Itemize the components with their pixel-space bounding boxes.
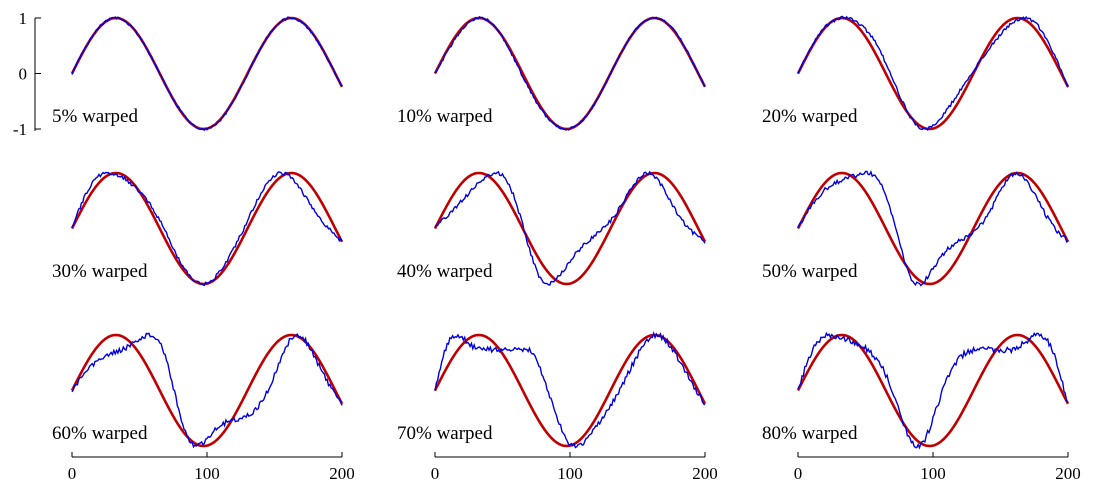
x-tick-label: 100 xyxy=(920,464,946,483)
warped-series-line xyxy=(434,15,706,131)
x-tick-label: 200 xyxy=(329,464,355,483)
panel-label: 50% warped xyxy=(762,261,858,282)
panel-5: 40% warped xyxy=(397,170,707,286)
x-tick-label: 200 xyxy=(1055,464,1081,483)
panel-1: 5% warped xyxy=(52,16,344,132)
x-tick-label: 100 xyxy=(557,464,583,483)
x-tick-label: 200 xyxy=(692,464,718,483)
panel-6: 50% warped xyxy=(762,170,1070,287)
panel-label: 5% warped xyxy=(52,106,138,127)
x-tick-label: 100 xyxy=(194,464,220,483)
warped-series-line xyxy=(71,171,343,287)
y-tick-label: 0 xyxy=(19,65,28,84)
panel-3: 20% warped xyxy=(762,15,1070,132)
warped-series-line xyxy=(797,331,1069,450)
warped-series-line xyxy=(797,15,1069,132)
panel-4: 30% warped xyxy=(52,171,344,287)
panel-8: 70% warped xyxy=(397,331,707,449)
reference-sine-line xyxy=(796,171,1070,286)
reference-sine-line xyxy=(70,333,344,448)
warped-series-line xyxy=(71,332,343,449)
y-tick-label: -1 xyxy=(13,120,27,139)
panel-7: 60% warped xyxy=(52,332,344,449)
warped-series-line xyxy=(71,16,343,132)
x-tick-label: 0 xyxy=(431,464,440,483)
y-tick-label: 1 xyxy=(19,9,28,28)
panel-label: 60% warped xyxy=(52,423,148,444)
x-tick-label: 0 xyxy=(68,464,77,483)
panel-label: 20% warped xyxy=(762,106,858,127)
axes-group: -1 0 1 0 100 200 0 100 200 0 100 200 xyxy=(13,9,1081,483)
panel-label: 80% warped xyxy=(762,423,858,444)
x-tick-label: 0 xyxy=(794,464,803,483)
reference-sine-line xyxy=(796,333,1070,448)
panel-label: 10% warped xyxy=(397,106,493,127)
panel-label: 30% warped xyxy=(52,261,148,282)
panel-label: 40% warped xyxy=(397,261,493,282)
panel-label: 70% warped xyxy=(397,423,493,444)
warped-series-line xyxy=(434,331,706,449)
warped-series-line xyxy=(797,170,1069,287)
panel-2: 10% warped xyxy=(397,15,707,131)
reference-sine-line xyxy=(433,171,707,286)
panel-9: 80% warped xyxy=(762,331,1070,450)
panels-group: 5% warped 10% warped 20% warped 30% warped 4… xyxy=(52,15,1070,450)
warped-series-line xyxy=(434,170,706,286)
